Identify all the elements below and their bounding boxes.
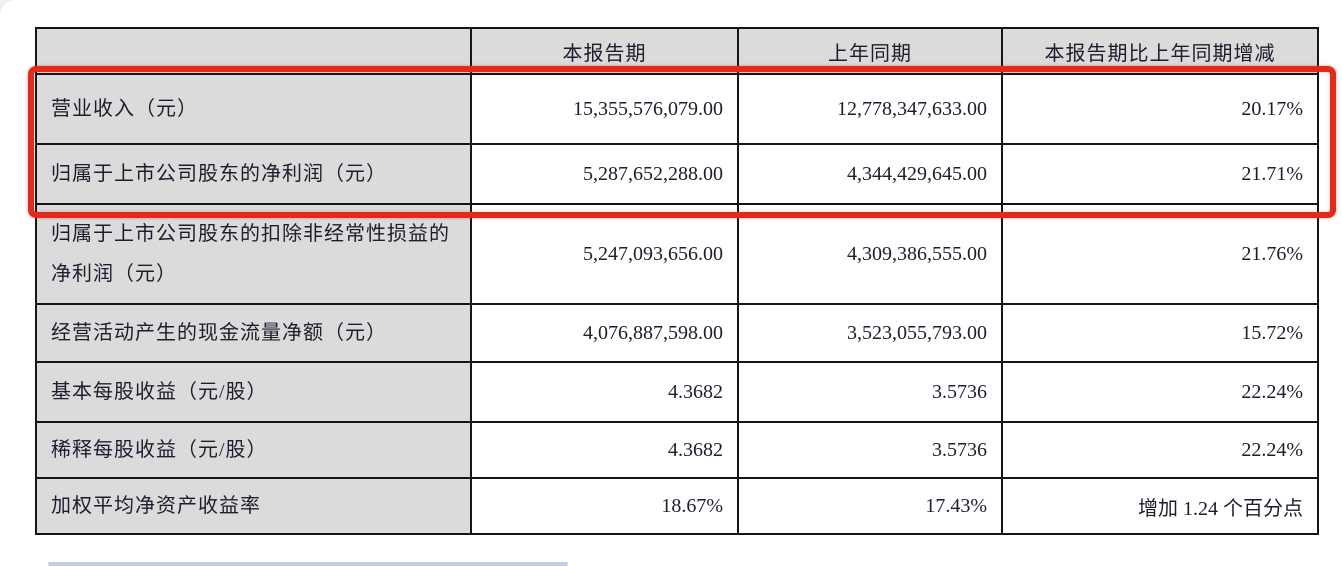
value-current: 4,076,887,598.00 [470, 303, 739, 363]
table-row-net-profit: 归属于上市公司股东的净利润（元） 5,287,652,288.00 4,344,… [35, 143, 1319, 205]
col-header-change: 本报告期比上年同期增减 [1001, 27, 1319, 75]
value-change: 15.72% [1001, 303, 1319, 363]
value-current: 4.3682 [470, 421, 739, 479]
table-row-operating-cash-flow: 经营活动产生的现金流量净额（元） 4,076,887,598.00 3,523,… [35, 303, 1319, 363]
col-header-prior-period: 上年同期 [737, 27, 1003, 75]
table-row-operating-revenue: 营业收入（元） 15,355,576,079.00 12,778,347,633… [35, 73, 1319, 145]
value-prior: 3.5736 [737, 361, 1003, 423]
value-change: 22.24% [1001, 361, 1319, 423]
value-current: 18.67% [470, 477, 739, 535]
value-change: 21.76% [1001, 203, 1319, 305]
metric-label: 归属于上市公司股东的扣除非经常性损益的净利润（元） [35, 203, 472, 305]
table-row-diluted-eps: 稀释每股收益（元/股） 4.3682 3.5736 22.24% [35, 421, 1319, 479]
metric-label: 基本每股收益（元/股） [35, 361, 472, 423]
value-prior: 3.5736 [737, 421, 1003, 479]
table-row-net-profit-excl-nonrecurring: 归属于上市公司股东的扣除非经常性损益的净利润（元） 5,247,093,656.… [35, 203, 1319, 305]
value-current: 5,247,093,656.00 [470, 203, 739, 305]
table-row-basic-eps: 基本每股收益（元/股） 4.3682 3.5736 22.24% [35, 361, 1319, 423]
metric-label: 稀释每股收益（元/股） [35, 421, 472, 479]
cropped-element-sliver [48, 562, 568, 566]
value-change: 22.24% [1001, 421, 1319, 479]
value-prior: 4,344,429,645.00 [737, 143, 1003, 205]
metric-label: 经营活动产生的现金流量净额（元） [35, 303, 472, 363]
value-prior: 17.43% [737, 477, 1003, 535]
value-current: 15,355,576,079.00 [470, 73, 739, 145]
value-change: 21.71% [1001, 143, 1319, 205]
value-prior: 4,309,386,555.00 [737, 203, 1003, 305]
metric-label: 归属于上市公司股东的净利润（元） [35, 143, 472, 205]
value-prior: 3,523,055,793.00 [737, 303, 1003, 363]
col-header-metric [35, 27, 472, 75]
value-change: 增加 1.24 个百分点 [1001, 477, 1319, 535]
value-current: 4.3682 [470, 361, 739, 423]
metric-label: 加权平均净资产收益率 [35, 477, 472, 535]
table-row-weighted-avg-roe: 加权平均净资产收益率 18.67% 17.43% 增加 1.24 个百分点 [35, 477, 1319, 535]
value-change: 20.17% [1001, 73, 1319, 145]
value-prior: 12,778,347,633.00 [737, 73, 1003, 145]
financial-summary-table: 本报告期 上年同期 本报告期比上年同期增减 营业收入（元） 15,355,576… [35, 27, 1319, 535]
value-current: 5,287,652,288.00 [470, 143, 739, 205]
header-row: 本报告期 上年同期 本报告期比上年同期增减 [35, 27, 1319, 75]
metric-label: 营业收入（元） [35, 73, 472, 145]
col-header-current-period: 本报告期 [470, 27, 739, 75]
